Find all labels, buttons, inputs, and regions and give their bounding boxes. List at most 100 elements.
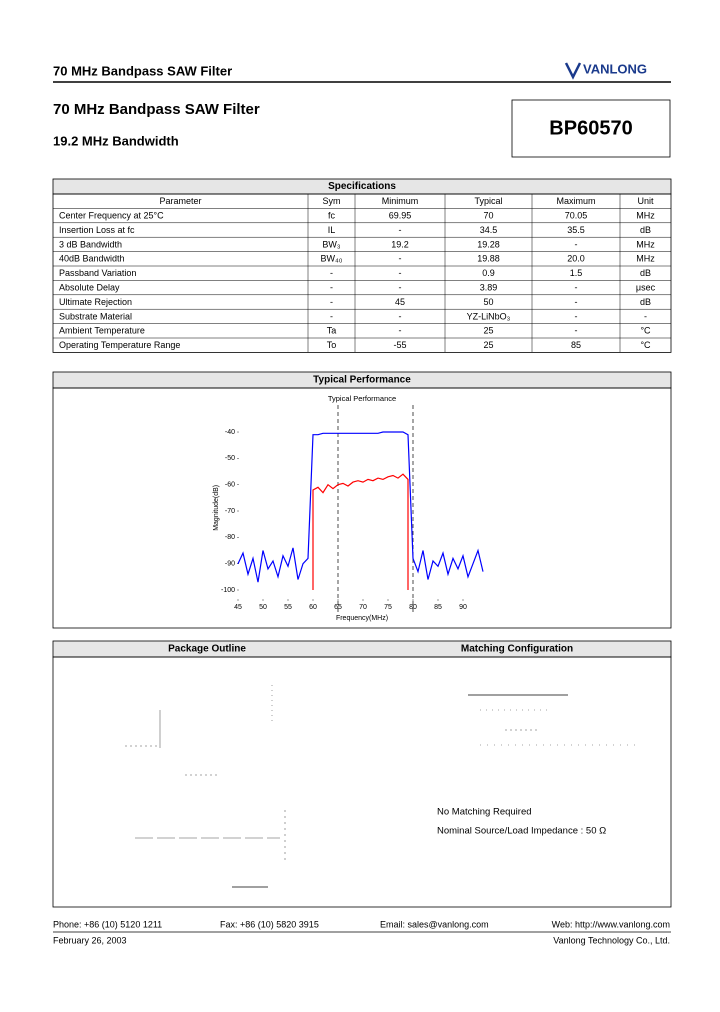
x-tick-label: 90 [459,604,467,611]
table-cell: Ta [327,326,337,336]
y-tick-label: -90 [225,561,235,568]
table-cell: BW₃ [322,239,340,249]
table-cell: - [399,268,402,278]
table-cell: 19.88 [477,254,500,264]
table-cell: 3 dB Bandwidth [59,239,122,249]
section-bar [52,640,672,658]
table-cell: Passband Variation [59,268,136,278]
table-cell: - [330,311,333,321]
matching-drawing [468,694,640,746]
x-axis-label: Frequency(MHz) [336,615,388,622]
table-cell: - [399,326,402,336]
y-tick-label: -50 [225,455,235,462]
table-cell: YZ-LiNbO₃ [467,311,511,321]
table-cell: 25 [483,340,493,350]
table-cell: - [575,282,578,292]
table-cell: °C [640,340,651,350]
footer-fax: Fax: +86 (10) 5820 3915 [220,919,319,929]
table-cell: - [330,297,333,307]
table-cell: Absolute Delay [59,282,120,292]
table-cell: - [330,282,333,292]
table-cell: 70.05 [565,210,588,220]
chart: Typical Performance -40 -50 -60 -70 -80 -90 -10… [213,394,484,622]
footer-company: Vanlong Technology Co., Ltd. [553,935,670,945]
y-tick-label: -70 [225,508,235,515]
matching-note: Nominal Source/Load Impedance : 50 Ω [437,826,606,837]
x-tick-label: 55 [284,604,292,611]
logo: VANLONG [564,61,647,80]
section-box [52,387,672,629]
table-cell: dB [640,268,651,278]
footer-phone: Phone: +86 (10) 5120 1211 [53,919,162,929]
chart-title: Typical Performance [328,394,396,403]
table-cell: - [399,282,402,292]
table-cell: - [575,326,578,336]
table-cell: Operating Temperature Range [59,340,180,350]
table-cell: 25 [483,326,493,336]
logo-text: VANLONG [583,61,647,76]
table-cell: -55 [393,340,406,350]
table-cell: MHz [636,210,655,220]
x-tick-label: 70 [359,604,367,611]
table-cell: 50 [483,297,493,307]
table-cell: 3.89 [480,282,498,292]
table-cell: - [330,268,333,278]
table-cell: BW₄₀ [321,254,343,264]
table-cell: 0.9 [482,268,495,278]
table-cell: MHz [636,239,655,249]
x-tick-label: 75 [384,604,392,611]
table-cell: - [575,297,578,307]
table-cell: MHz [636,254,655,264]
section-title: Package Outline [168,644,246,655]
y-tick-label: -100 [221,587,235,594]
series-line [312,473,409,590]
table-cell: 1.5 [570,268,583,278]
table-cell: - [399,311,402,321]
table-cell: 85 [571,340,581,350]
column-header: Parameter [159,196,201,206]
footer-date: February 26, 2003 [53,935,127,945]
table-cell: - [575,239,578,249]
table-cell: Ultimate Rejection [59,297,132,307]
table-cell: 19.28 [477,239,500,249]
column-header: Maximum [556,196,595,206]
footer-web: Web: http://www.vanlong.com [552,919,670,929]
part-box [511,99,671,158]
footer-email: Email: sales@vanlong.com [380,919,489,929]
table-cell: fc [328,210,336,220]
y-tick-label: -40 [225,429,235,436]
column-header: Unit [637,196,654,206]
table-cell: 35.5 [567,225,585,235]
table-cell: Center Frequency at 25°C [59,210,164,220]
table-cell: 45 [395,297,405,307]
table-cell: Ambient Temperature [59,326,145,336]
table-cell: IL [328,225,336,235]
table-cell: °C [640,326,651,336]
series-line [237,431,484,583]
table-cell: To [327,340,337,350]
column-header: Sym [323,196,341,206]
table-cell: μsec [636,282,656,292]
section-title: Typical Performance [313,375,411,386]
table-cell: - [399,225,402,235]
table-cell: 34.5 [480,225,498,235]
doc-subtitle: 19.2 MHz Bandwidth [53,133,179,148]
table-cell: dB [640,225,651,235]
spec-table: Specifications Parameter Sym Minimum Typical… [52,178,672,353]
section-box [52,656,672,908]
table-cell: 40dB Bandwidth [59,254,125,264]
table-cell: 69.95 [389,210,412,220]
table-border [52,193,672,353]
x-tick-label: 50 [259,604,267,611]
table-cell: 70 [483,210,493,220]
table-cell: dB [640,297,651,307]
table-cell: - [575,311,578,321]
x-tick-label: 60 [309,604,317,611]
part-number: BP60570 [549,117,632,139]
x-tick-label: 85 [434,604,442,611]
column-header: Minimum [382,196,419,206]
table-cell: - [644,311,647,321]
y-axis-label: Magnitude(dB) [213,485,220,531]
header-title: 70 MHz Bandpass SAW Filter [53,63,232,78]
